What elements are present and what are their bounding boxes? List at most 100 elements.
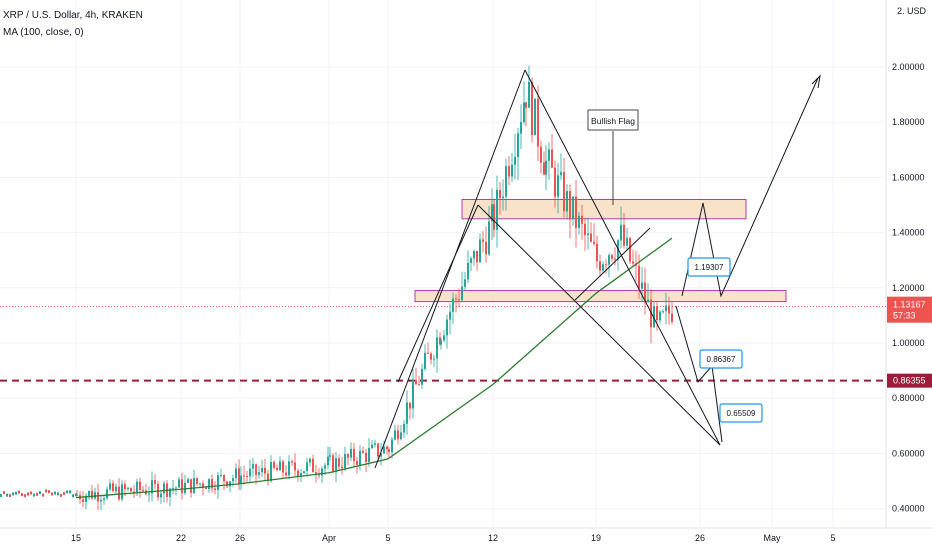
candle-body bbox=[605, 264, 607, 266]
candle-body bbox=[644, 282, 646, 303]
candle-body bbox=[154, 480, 156, 485]
candle-body bbox=[106, 489, 108, 499]
candle-body bbox=[523, 102, 525, 123]
candle-body bbox=[620, 224, 622, 241]
candle-body bbox=[51, 492, 53, 496]
candle-body bbox=[309, 458, 311, 463]
price-tick-label: 1.00000 bbox=[892, 338, 925, 348]
candle-body bbox=[350, 448, 352, 458]
candle-body bbox=[593, 241, 595, 244]
candle-body bbox=[315, 472, 317, 474]
candle-body bbox=[671, 313, 673, 322]
candle-body bbox=[329, 455, 331, 457]
candle-body bbox=[255, 464, 257, 475]
price-tick-label: 0.40000 bbox=[892, 504, 925, 514]
time-tick-label: May bbox=[763, 533, 781, 543]
candle-body bbox=[279, 461, 281, 471]
candle-body bbox=[452, 298, 454, 312]
candle-body bbox=[324, 465, 326, 469]
candle-body bbox=[109, 483, 111, 490]
candle-body bbox=[142, 489, 144, 491]
candle-body bbox=[217, 475, 219, 490]
candle-body bbox=[214, 488, 216, 490]
candle-body bbox=[572, 196, 574, 220]
candle-body bbox=[436, 337, 438, 359]
chart-title: XRP / U.S. Dollar, 4h, KRAKEN bbox=[3, 10, 143, 21]
candle-body bbox=[139, 481, 141, 490]
price-tick-label: 0.60000 bbox=[892, 448, 925, 458]
target-label-box bbox=[699, 349, 743, 369]
candle-body bbox=[208, 479, 210, 490]
candle-body bbox=[590, 233, 592, 242]
ma-legend[interactable]: MA (100, close, 0) bbox=[3, 27, 84, 38]
candle-body bbox=[650, 299, 652, 328]
candle-body bbox=[3, 491, 5, 495]
candle-body bbox=[297, 470, 299, 477]
candle-body bbox=[226, 481, 228, 487]
time-tick-label: 5 bbox=[385, 533, 390, 543]
time-tick-label: 5 bbox=[830, 533, 835, 543]
candle-body bbox=[394, 430, 396, 440]
projection-up-path bbox=[681, 77, 819, 298]
candle-body bbox=[421, 368, 423, 385]
candle-body bbox=[160, 493, 162, 498]
candle-body bbox=[424, 352, 426, 369]
candle-body bbox=[100, 499, 102, 502]
time-tick-label: 19 bbox=[591, 533, 601, 543]
candle-body bbox=[112, 483, 114, 492]
candle-body bbox=[641, 282, 643, 289]
candle-body bbox=[344, 454, 346, 469]
candle-body bbox=[511, 164, 513, 177]
candle-body bbox=[327, 456, 329, 466]
price-axis-panel bbox=[886, 0, 932, 550]
candle-body bbox=[57, 492, 59, 496]
candle-body bbox=[172, 488, 174, 490]
candle-body bbox=[187, 479, 189, 483]
target-label: 0.86367 bbox=[707, 355, 736, 364]
candle-body bbox=[75, 493, 77, 497]
candle-body bbox=[374, 443, 376, 445]
candle-body bbox=[418, 384, 420, 386]
candle-body bbox=[332, 455, 334, 473]
support-price-label: 0.86355 bbox=[893, 376, 926, 386]
candle-body bbox=[638, 265, 640, 289]
support-price-tag bbox=[887, 373, 932, 388]
candle-body bbox=[409, 402, 411, 409]
candle-body bbox=[543, 162, 545, 175]
candle-body bbox=[130, 487, 132, 492]
candle-body bbox=[341, 466, 343, 469]
candle-body bbox=[581, 215, 583, 224]
candle-body bbox=[397, 430, 399, 440]
candle-body bbox=[540, 146, 542, 163]
candle-body bbox=[584, 223, 586, 236]
bullish-flag-label: Bullish Flag bbox=[591, 116, 635, 126]
candle-body bbox=[653, 306, 655, 328]
candle-body bbox=[430, 353, 432, 360]
candle-body bbox=[608, 255, 610, 265]
candle-body bbox=[282, 461, 284, 473]
candle-body bbox=[229, 481, 231, 487]
candle-body bbox=[0, 494, 2, 498]
time-tick-label: 22 bbox=[176, 533, 186, 543]
price-tick-label: 2.00000 bbox=[892, 62, 925, 72]
candle-body bbox=[235, 468, 237, 479]
candle-body bbox=[306, 462, 308, 472]
candle-body bbox=[458, 299, 460, 301]
ma-line bbox=[75, 237, 673, 499]
candle-body bbox=[148, 493, 150, 495]
candle-body bbox=[632, 261, 634, 264]
candle-body bbox=[321, 468, 323, 476]
candle-body bbox=[531, 81, 533, 135]
candle-body bbox=[88, 490, 90, 496]
current-price-label: 1.13167 bbox=[893, 300, 926, 310]
currency-label[interactable]: 2. USD bbox=[896, 6, 926, 16]
candle-body bbox=[246, 475, 248, 477]
candle-body bbox=[27, 492, 29, 496]
candle-body bbox=[264, 467, 266, 474]
candle-body bbox=[599, 261, 601, 271]
candle-body bbox=[485, 241, 487, 255]
candle-body bbox=[491, 204, 493, 222]
candle-body bbox=[560, 172, 562, 176]
candle-body bbox=[193, 477, 195, 493]
